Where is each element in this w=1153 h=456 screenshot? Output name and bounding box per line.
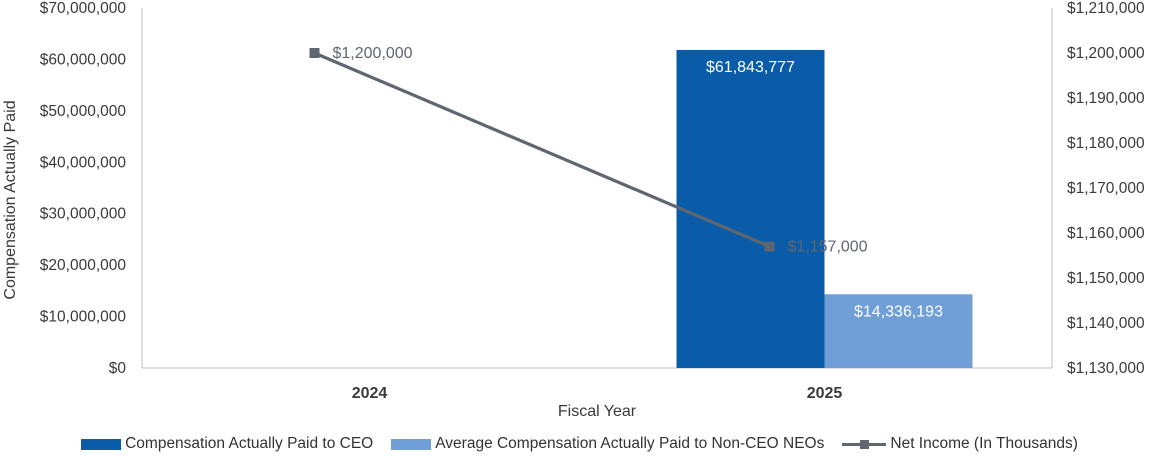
legend-label-neo: Average Compensation Actually Paid to No…: [435, 435, 825, 452]
y-tick-label: $20,000,000: [40, 257, 127, 274]
x-axis-title: Fiscal Year: [558, 403, 637, 420]
y2-tick-label: $1,160,000: [1067, 225, 1145, 242]
y2-tick-label: $1,150,000: [1067, 270, 1145, 287]
y-tick-label: $60,000,000: [40, 51, 127, 68]
legend-swatch-neo: [391, 438, 432, 450]
legend-item-neo: Average Compensation Actually Paid to No…: [391, 435, 824, 453]
legend-item-ceo: Compensation Actually Paid to CEO: [81, 435, 373, 453]
y2-tick-label: $1,180,000: [1067, 135, 1145, 152]
y2-tick-label: $1,130,000: [1067, 360, 1145, 377]
y2-tick-label: $1,210,000: [1067, 0, 1145, 17]
net-income-marker: [309, 48, 320, 58]
y2-tick-label: $1,140,000: [1067, 315, 1145, 332]
y-tick-label: $0: [109, 360, 127, 377]
x-tick-label: 2024: [352, 385, 388, 402]
bar-1-2025: [824, 294, 973, 368]
y-tick-label: $50,000,000: [40, 103, 127, 120]
net-income-marker: [764, 241, 775, 252]
x-tick-label: 2025: [807, 385, 843, 402]
compensation-chart: $0 $10,000,000 $20,000,000 $30,000,000 $40,0…: [2, 0, 1145, 420]
chart-legend: Compensation Actually Paid to CEO Averag…: [0, 434, 1153, 454]
legend-label-ceo: Compensation Actually Paid to CEO: [125, 435, 374, 452]
bar-0-2025: [676, 49, 825, 368]
y-tick-label: $30,000,000: [40, 206, 127, 223]
y2-tick-label: $1,200,000: [1067, 45, 1145, 62]
y2-tick-label: $1,190,000: [1067, 90, 1145, 107]
net-income-line: [313, 51, 771, 248]
net-income-value-label: $1,157,000: [788, 239, 868, 256]
net-income-value-label: $1,200,000: [333, 45, 413, 62]
bar-value-label: $61,843,777: [706, 59, 795, 76]
bar-value-label: $14,336,193: [854, 303, 943, 320]
y-tick-label: $10,000,000: [40, 309, 127, 326]
legend-swatch-net-income: [842, 439, 887, 450]
legend-item-net-income: Net Income (In Thousands): [842, 435, 1078, 453]
y2-tick-label: $1,170,000: [1067, 180, 1145, 197]
y-tick-label: $70,000,000: [40, 0, 127, 17]
legend-swatch-ceo: [81, 438, 122, 450]
y-axis-title: Compensation Actually Paid: [2, 100, 19, 299]
y-tick-label: $40,000,000: [40, 154, 127, 171]
legend-label-net-income: Net Income (In Thousands): [890, 435, 1078, 452]
